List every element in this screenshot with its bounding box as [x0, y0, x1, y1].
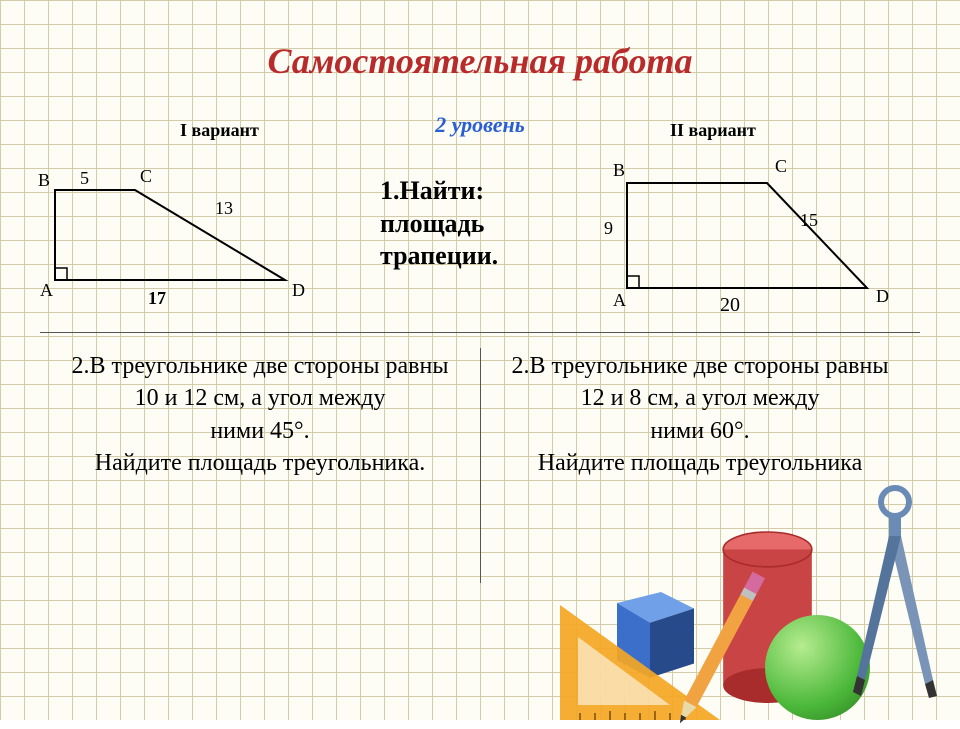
trapezoid-1-figure	[50, 185, 300, 295]
trap1-vertex-B: B	[38, 170, 50, 191]
trap2-bottom-length: 20	[720, 294, 740, 317]
trap1-vertex-D: D	[292, 280, 305, 301]
trap2-vertex-A: A	[613, 290, 626, 311]
compass-icon	[835, 480, 955, 700]
trap2-vertex-C: C	[775, 156, 787, 177]
trap1-slant-length: 13	[215, 198, 233, 219]
trap2-left-length: 9	[604, 218, 613, 239]
trap2-slant-length: 15	[800, 210, 818, 231]
trapezoid-2-figure	[622, 178, 882, 303]
trap1-vertex-A: A	[40, 280, 53, 301]
task-1-text: 1.Найти: площадь трапеции.	[380, 175, 580, 273]
variant-1-label: I вариант	[180, 120, 259, 141]
trap1-bottom-length: 17	[148, 288, 166, 309]
problem-2-variant-2: 2.В треугольнике две стороны равны 12 и …	[500, 350, 900, 480]
variant-2-label: II вариант	[670, 120, 756, 141]
trap2-vertex-D: D	[876, 286, 889, 307]
slide-content: Самостоятельная работа 2 уровень I вариа…	[0, 0, 960, 720]
level-label: 2 уровень	[0, 112, 960, 138]
trap1-vertex-C: C	[140, 166, 152, 187]
problem-2-variant-1: 2.В треугольнике две стороны равны 10 и …	[60, 350, 460, 480]
page-title: Самостоятельная работа	[0, 40, 960, 82]
vertical-divider	[480, 348, 481, 583]
trap1-top-length: 5	[80, 168, 89, 189]
horizontal-divider	[40, 332, 920, 333]
trap2-vertex-B: B	[613, 160, 625, 181]
